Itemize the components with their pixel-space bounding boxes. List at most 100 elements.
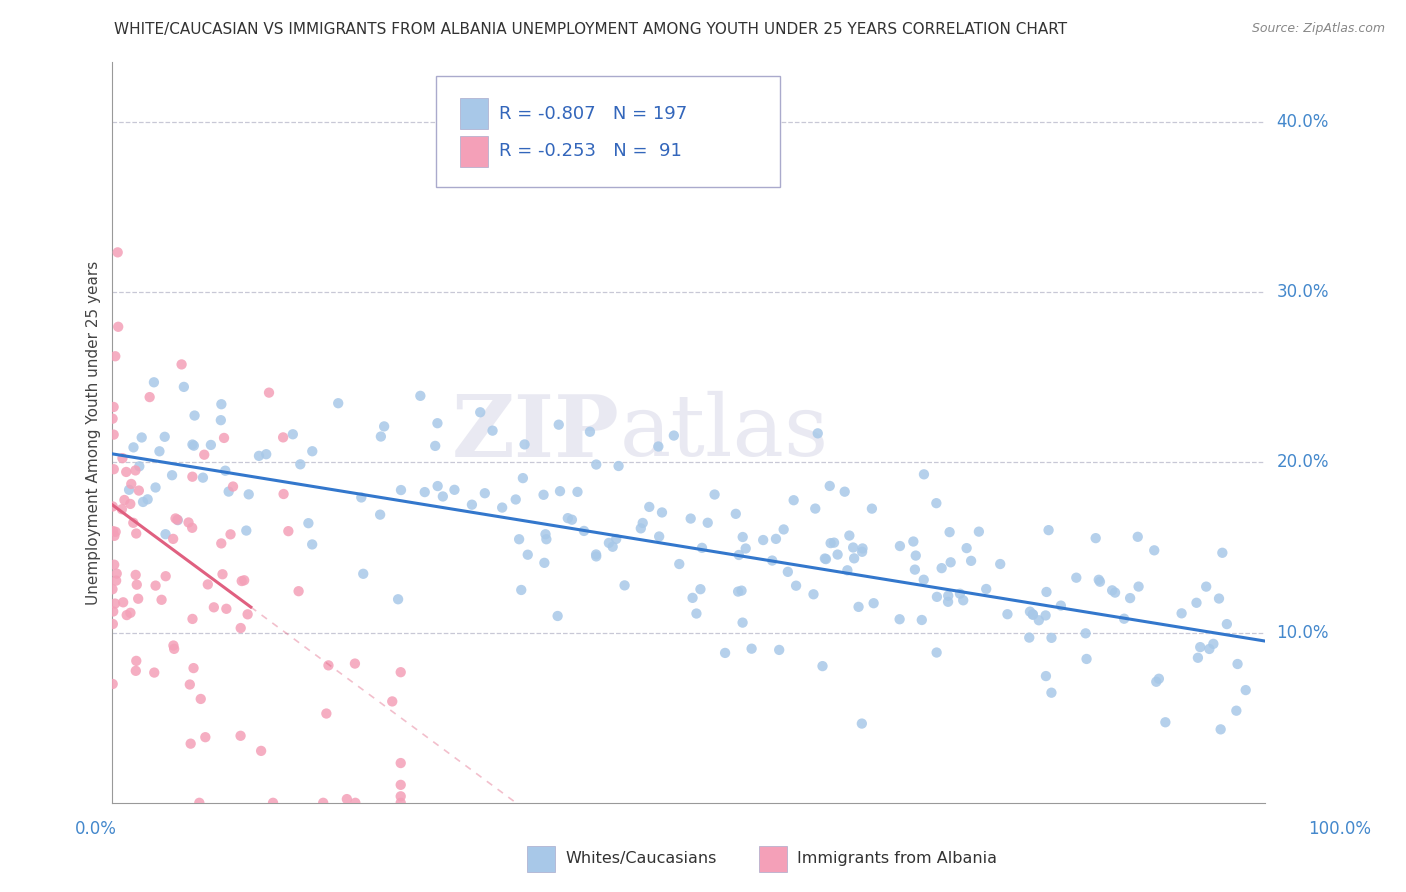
Point <box>148 444 170 458</box>
Point <box>103 462 125 476</box>
Point <box>273 487 295 501</box>
Point <box>125 577 148 591</box>
Point <box>534 527 557 541</box>
Point <box>741 641 763 656</box>
Point <box>183 661 205 675</box>
Point <box>1198 642 1220 657</box>
Point <box>177 516 200 530</box>
Point <box>1038 523 1060 537</box>
Point <box>127 591 149 606</box>
Point <box>262 796 284 810</box>
Point <box>101 500 124 514</box>
Point <box>1185 596 1208 610</box>
Text: atlas: atlas <box>620 391 830 475</box>
Point <box>679 511 702 525</box>
Point <box>120 606 142 620</box>
Point <box>197 577 219 591</box>
Point <box>131 430 153 444</box>
Point <box>765 532 787 546</box>
Point <box>231 574 253 588</box>
Point <box>1066 571 1088 585</box>
Point <box>287 584 309 599</box>
Point <box>803 587 825 601</box>
Point <box>101 677 124 691</box>
Point <box>101 411 124 425</box>
Point <box>155 569 177 583</box>
Point <box>585 458 607 472</box>
Point <box>827 548 849 562</box>
Point <box>651 506 673 520</box>
Point <box>505 492 527 507</box>
Point <box>389 778 412 792</box>
Point <box>128 459 150 474</box>
Point <box>889 539 911 553</box>
Point <box>160 468 183 483</box>
Point <box>1104 585 1126 599</box>
Point <box>696 516 718 530</box>
Point <box>731 615 754 630</box>
Point <box>1101 583 1123 598</box>
Point <box>101 582 124 597</box>
Text: 0.0%: 0.0% <box>75 820 117 838</box>
Point <box>516 548 538 562</box>
Point <box>209 397 232 411</box>
Point <box>1087 573 1109 587</box>
Point <box>1225 704 1247 718</box>
Point <box>842 551 865 566</box>
Point <box>1216 617 1239 632</box>
Point <box>648 529 671 543</box>
Text: 100.0%: 100.0% <box>1309 820 1371 838</box>
Point <box>247 449 270 463</box>
Point <box>662 428 685 442</box>
Point <box>1119 591 1142 606</box>
Point <box>222 479 245 493</box>
Point <box>837 563 859 577</box>
Point <box>107 245 129 260</box>
Point <box>181 612 204 626</box>
Point <box>166 513 188 527</box>
Point <box>731 530 754 544</box>
Point <box>690 541 713 555</box>
Point <box>730 583 752 598</box>
Point <box>229 729 252 743</box>
Point <box>727 584 749 599</box>
Point <box>1144 674 1167 689</box>
Point <box>682 591 704 605</box>
Point <box>254 447 277 461</box>
Point <box>925 590 948 604</box>
Point <box>474 486 496 500</box>
Point <box>219 527 242 541</box>
Point <box>638 500 661 514</box>
Point <box>1195 580 1218 594</box>
Point <box>938 525 960 540</box>
Point <box>931 561 953 575</box>
Point <box>426 416 449 430</box>
Point <box>162 639 184 653</box>
Point <box>101 617 124 632</box>
Point <box>181 469 204 483</box>
Point <box>173 380 195 394</box>
Point <box>1147 672 1170 686</box>
Point <box>820 536 842 550</box>
Point <box>1022 607 1045 622</box>
Point <box>297 516 319 531</box>
Text: Source: ZipAtlas.com: Source: ZipAtlas.com <box>1251 22 1385 36</box>
Point <box>389 789 412 804</box>
Point <box>112 493 135 508</box>
Point <box>194 730 217 744</box>
Point <box>952 593 974 607</box>
Point <box>105 566 128 581</box>
Point <box>1019 605 1042 619</box>
Point <box>111 502 134 516</box>
Point <box>200 438 222 452</box>
Point <box>585 548 607 562</box>
Point <box>1154 715 1177 730</box>
Point <box>536 533 558 547</box>
Point <box>389 665 412 680</box>
Point <box>103 558 125 572</box>
Point <box>936 589 959 603</box>
Point <box>1143 543 1166 558</box>
Point <box>904 549 927 563</box>
Point <box>461 498 484 512</box>
Point <box>215 602 238 616</box>
